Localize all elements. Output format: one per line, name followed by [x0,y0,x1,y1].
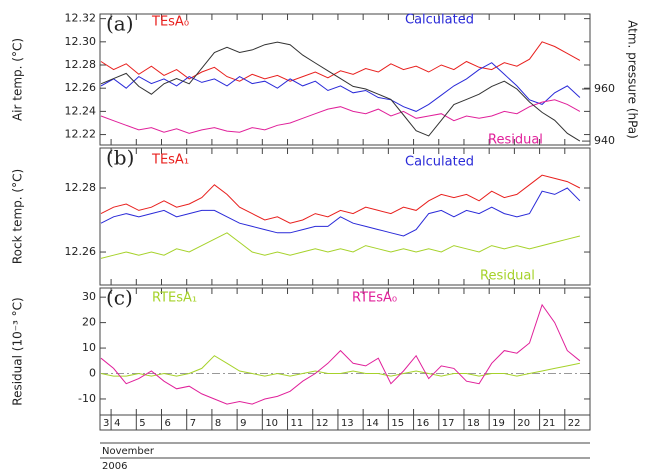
x-tick-label: 12 [316,418,329,429]
y2-tick-label: 960 [594,82,615,95]
y-tick-label: 12.32 [65,12,97,25]
x-tick-label: 5 [139,418,145,429]
y-tick-label: 12.24 [65,104,97,117]
series-line [100,99,581,134]
series-line [100,41,581,82]
y-axis-label: Air temp. (°C) [11,38,25,121]
y-axis-label: Residual (10⁻³ °C) [11,297,25,405]
series-line [100,355,581,377]
y2-tick-label: 940 [594,134,615,147]
x-tick-label: 22 [568,418,581,429]
series-label: Residual [488,133,543,148]
panel-frame [99,147,591,286]
x-tick-label: 18 [467,418,480,429]
y-tick-label: 20 [82,316,96,329]
x-axis-box [99,414,591,431]
panel-frame [99,287,591,416]
x-tick-label: 6 [165,418,171,429]
y-axis-label: Rock temp. (°C) [11,169,25,264]
x-tick-label: 20 [517,418,530,429]
x-tick-label: 8 [215,418,221,429]
x-tick-label: 19 [492,418,505,429]
y-tick-label: 12.28 [65,181,97,194]
y-tick-label: 12.28 [65,58,97,71]
x-tick-label: 16 [417,418,430,429]
x-tick-label: 11 [291,418,304,429]
panel-label: (a) [106,12,134,36]
series-line [100,174,581,224]
x-tick-label: 10 [265,418,278,429]
x-axis-label: November [102,446,155,457]
series-label: RTEsA₁ [152,291,197,306]
series-label: TEsA₀ [151,15,189,30]
panel-frame [99,13,591,146]
x-tick-label: 14 [366,418,379,429]
y-tick-label: 12.22 [65,128,97,141]
x-tick-label: 15 [391,418,404,429]
y2-axis-label: Atm. pressure (hPa) [626,20,640,139]
y-tick-label: 12.26 [65,81,97,94]
y-tick-label: 12.30 [65,35,97,48]
x-tick-label: 7 [190,418,196,429]
series-label: TEsA₁ [151,153,189,168]
y-tick-label: 0 [89,367,96,380]
series-label: Calculated [405,13,474,28]
y-tick-label: 10 [82,341,96,354]
x-tick-label: 4 [114,418,120,429]
x-tick-label: 21 [543,418,556,429]
x-tick-label: 13 [341,418,354,429]
series-line [100,62,581,112]
series-label: Calculated [405,155,474,170]
y-tick-label: 30 [82,290,96,303]
x-tick-label: 3 [103,418,109,429]
panel-label: (c) [106,286,133,310]
series-line [100,41,581,142]
x-tick-label: 17 [442,418,455,429]
series-line [100,187,581,237]
panel-label: (b) [106,146,134,170]
series-line [100,303,581,405]
series-line [100,232,581,259]
x-tick-label: 9 [240,418,246,429]
y-tick-label: -10 [78,392,96,405]
y-tick-label: 12.26 [65,245,97,258]
x-axis-label-year: 2006 [102,461,127,472]
series-label: Residual [480,269,535,284]
series-label: RTEsA₀ [352,291,397,306]
